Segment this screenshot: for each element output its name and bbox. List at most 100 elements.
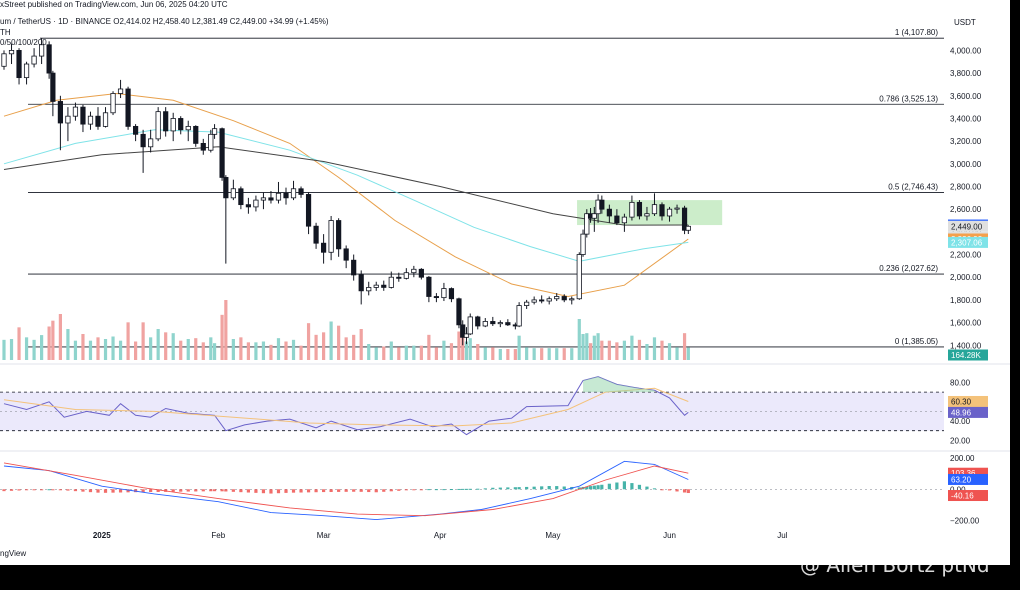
macd-histogram-bar bbox=[246, 489, 250, 493]
candle-body bbox=[396, 276, 402, 279]
symbol-line: um / TetherUS · 1D · BINANCE O2,414.02 H… bbox=[0, 17, 329, 26]
volume-bar bbox=[588, 343, 593, 360]
volume-bar bbox=[118, 340, 123, 360]
candle-body bbox=[366, 287, 372, 292]
candle-body bbox=[674, 207, 680, 210]
volume-bar bbox=[461, 335, 465, 360]
candle-body bbox=[580, 233, 586, 255]
macd-histogram-bar bbox=[468, 488, 472, 490]
volume-bar bbox=[40, 335, 44, 360]
volume-bar bbox=[261, 341, 266, 360]
volume-bar bbox=[359, 329, 363, 360]
candle-body bbox=[208, 133, 214, 151]
volume-bar bbox=[513, 349, 517, 360]
volume-bar bbox=[434, 347, 438, 360]
macd-line bbox=[3, 460, 689, 521]
macd-histogram-bar bbox=[532, 486, 536, 490]
price-tick-label: 2,600.00 bbox=[950, 205, 982, 214]
macd-histogram-bar bbox=[186, 489, 190, 492]
candle-body bbox=[666, 208, 673, 217]
macd-histogram-bar bbox=[209, 489, 213, 492]
volume-bar bbox=[337, 325, 341, 360]
candle-body bbox=[219, 128, 225, 178]
volume-bar bbox=[149, 337, 153, 360]
macd-histogram-bar bbox=[540, 486, 544, 490]
volume-bar bbox=[382, 346, 386, 360]
time-tick-label: Jul bbox=[777, 531, 787, 540]
volume-bar bbox=[352, 334, 356, 360]
price-tick-label: 3,000.00 bbox=[950, 160, 982, 169]
volume-bar bbox=[652, 337, 657, 360]
price-tick-label: 3,600.00 bbox=[950, 92, 982, 101]
volume-bar bbox=[284, 341, 288, 360]
volume-bar bbox=[442, 340, 446, 360]
candle-body bbox=[433, 296, 440, 299]
macd-histogram-bar bbox=[103, 489, 108, 493]
candle-body bbox=[460, 324, 466, 338]
macd-histogram-bar bbox=[547, 486, 551, 490]
macd-histogram-bar bbox=[382, 489, 386, 492]
volume-bar bbox=[547, 348, 551, 360]
volume-bar bbox=[201, 342, 205, 360]
candle-body bbox=[591, 213, 597, 219]
price-tick-label: 3,200.00 bbox=[950, 137, 982, 146]
volume-bar bbox=[607, 340, 611, 360]
volume-bar bbox=[570, 348, 574, 360]
volume-bar bbox=[276, 338, 281, 360]
candle-body bbox=[651, 204, 658, 215]
macd-histogram-bar bbox=[212, 489, 217, 492]
candle-body bbox=[539, 299, 545, 302]
candle-body bbox=[245, 204, 251, 208]
volume-bar bbox=[389, 341, 393, 360]
candle-body bbox=[328, 220, 334, 253]
macd-histogram-bar bbox=[517, 487, 521, 490]
price-tick-label: 3,400.00 bbox=[950, 114, 982, 123]
candle-body bbox=[163, 111, 169, 132]
macd-tick-label: −200.00 bbox=[950, 516, 980, 525]
macd-value-tag-bg bbox=[948, 467, 988, 479]
macd-histogram-bar bbox=[637, 484, 642, 490]
macd-histogram-bar bbox=[449, 489, 454, 491]
volume-bar bbox=[468, 338, 472, 360]
macd-histogram-bar bbox=[645, 486, 649, 490]
macd-histogram-bar bbox=[682, 489, 687, 493]
volume-bar bbox=[269, 344, 273, 360]
volume-bar bbox=[645, 344, 649, 360]
volume-bar bbox=[224, 300, 228, 360]
macd-histogram-bar bbox=[254, 489, 258, 493]
macd-histogram-bar bbox=[588, 486, 593, 490]
candle-body bbox=[336, 220, 342, 250]
candle-body bbox=[584, 213, 590, 235]
candle-body bbox=[283, 192, 289, 199]
volume-bar bbox=[476, 344, 480, 360]
volume-bar bbox=[239, 337, 243, 360]
volume-bar bbox=[532, 348, 536, 360]
candle-body bbox=[290, 188, 297, 199]
macd-histogram-bar bbox=[476, 488, 480, 490]
macd-histogram-bar bbox=[359, 489, 363, 492]
volume-bar bbox=[81, 334, 85, 360]
volume-bar bbox=[322, 332, 326, 360]
fib-level-label: 0.236 (2,027.62) bbox=[879, 264, 938, 273]
macd-histogram-bar bbox=[141, 489, 145, 493]
price-tag-bg bbox=[948, 220, 988, 232]
volume-bar bbox=[397, 347, 401, 360]
volume-bar bbox=[675, 347, 679, 360]
currency-label: USDT bbox=[954, 18, 976, 27]
volume-bar bbox=[660, 340, 664, 360]
candles-layer bbox=[1, 38, 691, 346]
macd-histogram-bar bbox=[261, 489, 266, 494]
macd-histogram-bar bbox=[434, 489, 438, 491]
candle-body bbox=[170, 118, 176, 132]
fib-level-label: 0.5 (2,746.43) bbox=[888, 183, 938, 192]
candle-body bbox=[80, 106, 86, 125]
macd-histogram-bar bbox=[111, 489, 115, 493]
candle-body bbox=[606, 208, 612, 217]
price-tag-bg bbox=[948, 236, 988, 248]
volume-bar bbox=[47, 326, 51, 360]
macd-histogram-bar bbox=[596, 485, 600, 490]
candle-body bbox=[524, 301, 530, 306]
macd-histogram-bar bbox=[24, 489, 29, 491]
